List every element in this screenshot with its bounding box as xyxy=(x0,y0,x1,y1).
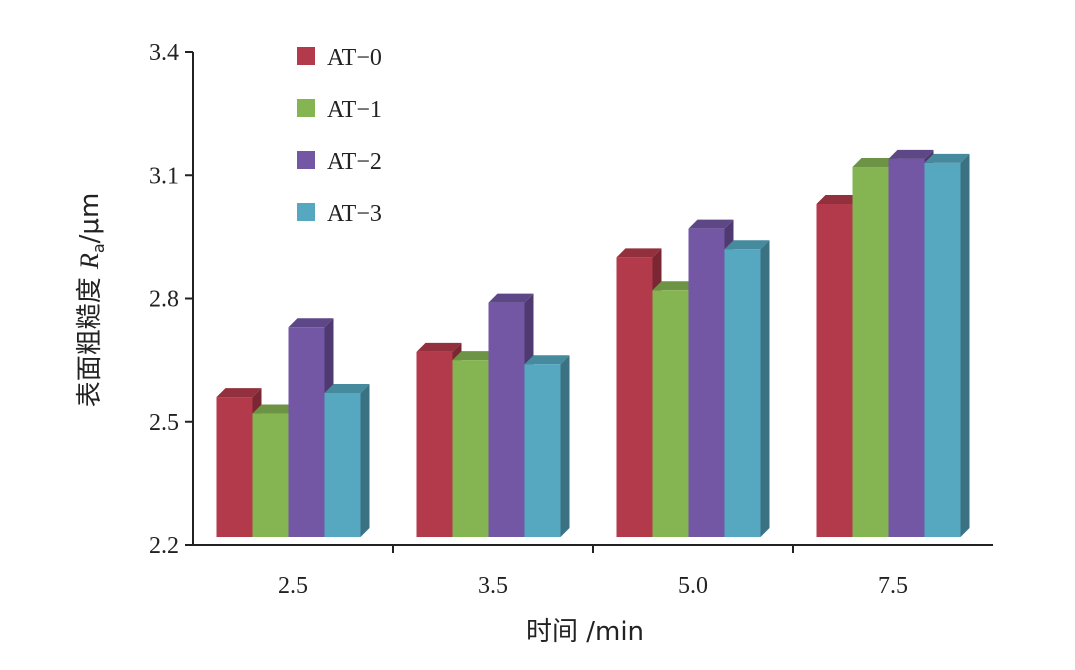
bar-front xyxy=(724,249,761,537)
bar-top xyxy=(888,149,934,159)
bar-top xyxy=(324,383,370,393)
bar-top xyxy=(488,293,534,303)
y-axis-title-subscript: a xyxy=(89,243,108,253)
legend-label: AT−3 xyxy=(327,201,382,227)
x-axis-title: 时间 /min xyxy=(526,617,644,647)
x-tick-label: 2.5 xyxy=(278,573,308,599)
bars-layer xyxy=(216,149,970,538)
bar-top xyxy=(724,240,770,250)
bar-top xyxy=(688,219,734,229)
bar xyxy=(324,383,370,537)
bar-front xyxy=(888,158,925,538)
legend-swatch xyxy=(297,203,315,221)
bar-front xyxy=(652,290,689,537)
bar-top xyxy=(852,158,898,168)
y-axis-title-prefix: 表面粗糙度 xyxy=(75,269,105,407)
y-tick-label: 2.8 xyxy=(149,287,179,313)
bar-top xyxy=(216,388,262,398)
y-tick-label: 3.4 xyxy=(149,40,179,66)
bar-top xyxy=(288,318,334,328)
y-tick-label: 2.2 xyxy=(149,533,179,559)
legend: AT−0 AT−1 AT−2 AT−3 xyxy=(297,45,382,227)
x-tick-label: 3.5 xyxy=(478,573,508,599)
y-tick-label: 2.5 xyxy=(149,410,179,436)
bar-front xyxy=(816,204,853,537)
legend-item: AT−2 xyxy=(297,149,382,175)
bar-side xyxy=(960,153,970,538)
bar-front xyxy=(252,413,289,537)
bar-side xyxy=(760,240,770,537)
x-tick-label: 5.0 xyxy=(678,573,708,599)
y-axis-title-variable: R xyxy=(75,253,104,270)
bar-top xyxy=(452,351,498,361)
bar-front xyxy=(852,167,889,538)
bar-top xyxy=(616,248,662,258)
bar-front xyxy=(452,360,489,537)
bar-top xyxy=(524,355,570,365)
x-ticks: 2.5 3.5 5.0 7.5 xyxy=(278,545,908,599)
y-axis-title-unit: /μm xyxy=(75,193,105,244)
legend-label: AT−0 xyxy=(327,45,382,71)
bar-side xyxy=(560,355,570,537)
legend-swatch xyxy=(297,47,315,65)
legend-label: AT−1 xyxy=(327,97,382,123)
bar-top xyxy=(924,153,970,163)
bar xyxy=(524,355,570,537)
bar-top xyxy=(652,281,698,291)
legend-swatch xyxy=(297,151,315,169)
bar-front xyxy=(924,162,961,538)
bar-front xyxy=(288,327,325,537)
y-tick-label: 3.1 xyxy=(149,163,179,189)
bar-top xyxy=(252,404,298,414)
bar-top xyxy=(416,342,462,352)
legend-item: AT−3 xyxy=(297,201,382,227)
bar-front xyxy=(616,257,653,537)
bar xyxy=(724,240,770,537)
legend-item: AT−0 xyxy=(297,45,382,71)
bar-front xyxy=(688,228,725,538)
legend-item: AT−1 xyxy=(297,97,382,123)
legend-swatch xyxy=(297,99,315,117)
bar-front xyxy=(524,364,561,537)
bar-top xyxy=(816,195,862,205)
bar-front xyxy=(416,351,453,537)
bar-front xyxy=(488,302,525,537)
bar xyxy=(924,153,970,538)
legend-label: AT−2 xyxy=(327,149,382,175)
bar-side xyxy=(360,383,370,537)
bar-front xyxy=(324,392,361,537)
y-ticks: 2.2 2.5 2.8 3.1 3.4 xyxy=(149,40,193,559)
x-tick-label: 7.5 xyxy=(878,573,908,599)
y-axis-title: 表面粗糙度 Ra/μm xyxy=(75,193,108,408)
bar-front xyxy=(216,397,253,537)
